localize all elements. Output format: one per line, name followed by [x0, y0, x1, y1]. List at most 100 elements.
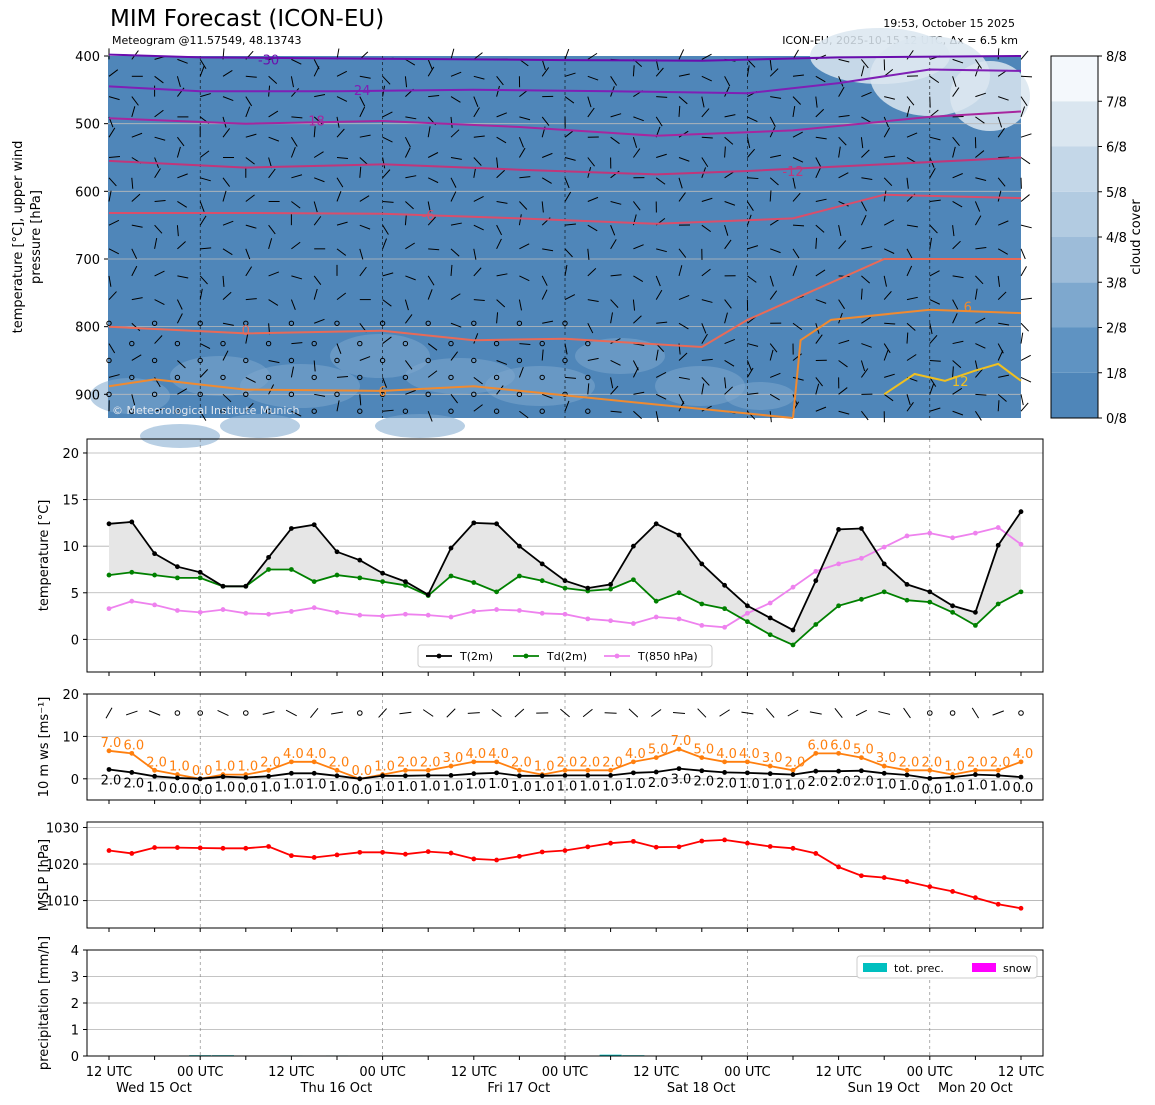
- wind-barb: [701, 53, 712, 60]
- calm-wind-circle: [151, 357, 158, 364]
- gust-point: [448, 763, 454, 769]
- mslp-point: [517, 853, 522, 859]
- calm-wind-circle: [949, 710, 956, 716]
- td2m-point: [448, 573, 454, 579]
- wind-barb: [997, 275, 1001, 287]
- gust-point: [334, 767, 340, 773]
- wind-barb: [952, 146, 956, 158]
- mean-wind-point: [881, 770, 887, 776]
- wind-barb: [724, 338, 735, 345]
- wind-barb: [610, 239, 617, 250]
- gust-data-label: 0.0: [351, 764, 372, 779]
- t850-point: [859, 555, 864, 561]
- td2m-point: [859, 596, 864, 602]
- wind-barb: [405, 116, 417, 120]
- wind-barb: [541, 349, 544, 361]
- gust-data-label: 2.0: [921, 755, 942, 770]
- wind-barb: [382, 272, 394, 277]
- wind-barb: [336, 400, 340, 412]
- t850-point: [197, 609, 203, 615]
- wind-barb: [222, 291, 232, 300]
- mslp-point: [175, 845, 180, 850]
- wind-barb: [291, 58, 302, 65]
- wind-barb: [815, 383, 820, 395]
- wind-barb: [473, 107, 480, 118]
- wind-barb: [382, 136, 393, 143]
- wind-barb: [656, 153, 667, 158]
- wind-barb: [336, 128, 345, 138]
- wind-barb: [746, 360, 752, 371]
- cloud-patch: [220, 414, 300, 438]
- gust-point: [653, 755, 659, 760]
- wind-barb: [313, 360, 316, 372]
- gust-data-label: 7.0: [101, 736, 122, 751]
- td2m-point: [471, 580, 477, 585]
- wind-data-label: 1.0: [306, 777, 327, 792]
- mslp-point: [927, 884, 933, 890]
- wind-barb: [769, 218, 780, 226]
- wind-data-label: 1.0: [511, 780, 532, 795]
- wind-barb: [564, 157, 576, 161]
- x-tick-label: 00 UTC: [359, 1065, 405, 1080]
- wind-barb: [382, 409, 394, 412]
- wind-barb: [473, 404, 483, 412]
- td2m-point: [836, 603, 841, 609]
- gust-point: [790, 767, 796, 773]
- wind-barb: [792, 177, 796, 189]
- wind-barb: [177, 388, 188, 395]
- wind-barb: [906, 402, 914, 412]
- wind-data-label: 2.0: [123, 776, 144, 791]
- wind-barb: [268, 271, 280, 277]
- wind-barb: [427, 343, 438, 351]
- wind-barb: [268, 224, 276, 235]
- t850-point: [1018, 541, 1024, 547]
- wind-barb: [313, 288, 318, 300]
- mslp-point: [129, 851, 135, 856]
- wind-barb: [560, 708, 570, 718]
- wind-data-label: 2.0: [648, 776, 669, 791]
- wind-barb: [815, 377, 823, 387]
- wind-barb: [838, 339, 850, 345]
- t2m-point: [745, 603, 750, 609]
- wind-barb: [564, 294, 576, 301]
- wind-barb: [997, 190, 1002, 202]
- calm-wind-circle: [927, 710, 933, 716]
- copyright-text: © Meteorological Institute Munich: [112, 404, 299, 417]
- colorbar-tick-label: 8/8: [1106, 50, 1127, 65]
- t850-point: [699, 623, 705, 628]
- wind-barb: [131, 265, 138, 277]
- wind-barb: [861, 246, 873, 250]
- colorbar-tick-label: 5/8: [1106, 186, 1127, 201]
- calm-wind-circle: [379, 391, 386, 398]
- wind-barb: [587, 323, 594, 334]
- gust-point: [608, 767, 613, 773]
- wind-barb: [769, 349, 774, 361]
- calm-wind-circle: [471, 391, 477, 398]
- td2m-point: [334, 572, 340, 578]
- t2m-point: [585, 585, 591, 591]
- wind-barb: [633, 275, 644, 283]
- t2m-point: [289, 526, 294, 531]
- wind-barb: [291, 342, 303, 345]
- y-tick-label: 10: [62, 730, 79, 745]
- t2m-point: [950, 603, 955, 609]
- wind-barb: [405, 242, 415, 250]
- wind-barb: [290, 136, 298, 147]
- wind-data-label: 0.0: [237, 782, 258, 797]
- wind-barb: [906, 296, 918, 301]
- t850-point: [334, 609, 340, 615]
- wind-barb: [1020, 394, 1024, 406]
- gust-data-label: 4.0: [465, 747, 486, 762]
- wind-barb: [519, 275, 530, 282]
- wind-barb: [450, 293, 461, 301]
- mslp-point: [357, 849, 363, 855]
- wind-barb: [929, 136, 941, 141]
- y-tick-label: 2: [71, 997, 79, 1012]
- wind-barb: [929, 323, 933, 335]
- mslp-point: [471, 856, 477, 862]
- wind-barb: [336, 156, 349, 159]
- wind-barb: [883, 393, 894, 402]
- wind-barb: [313, 66, 320, 77]
- wind-barb: [131, 106, 136, 118]
